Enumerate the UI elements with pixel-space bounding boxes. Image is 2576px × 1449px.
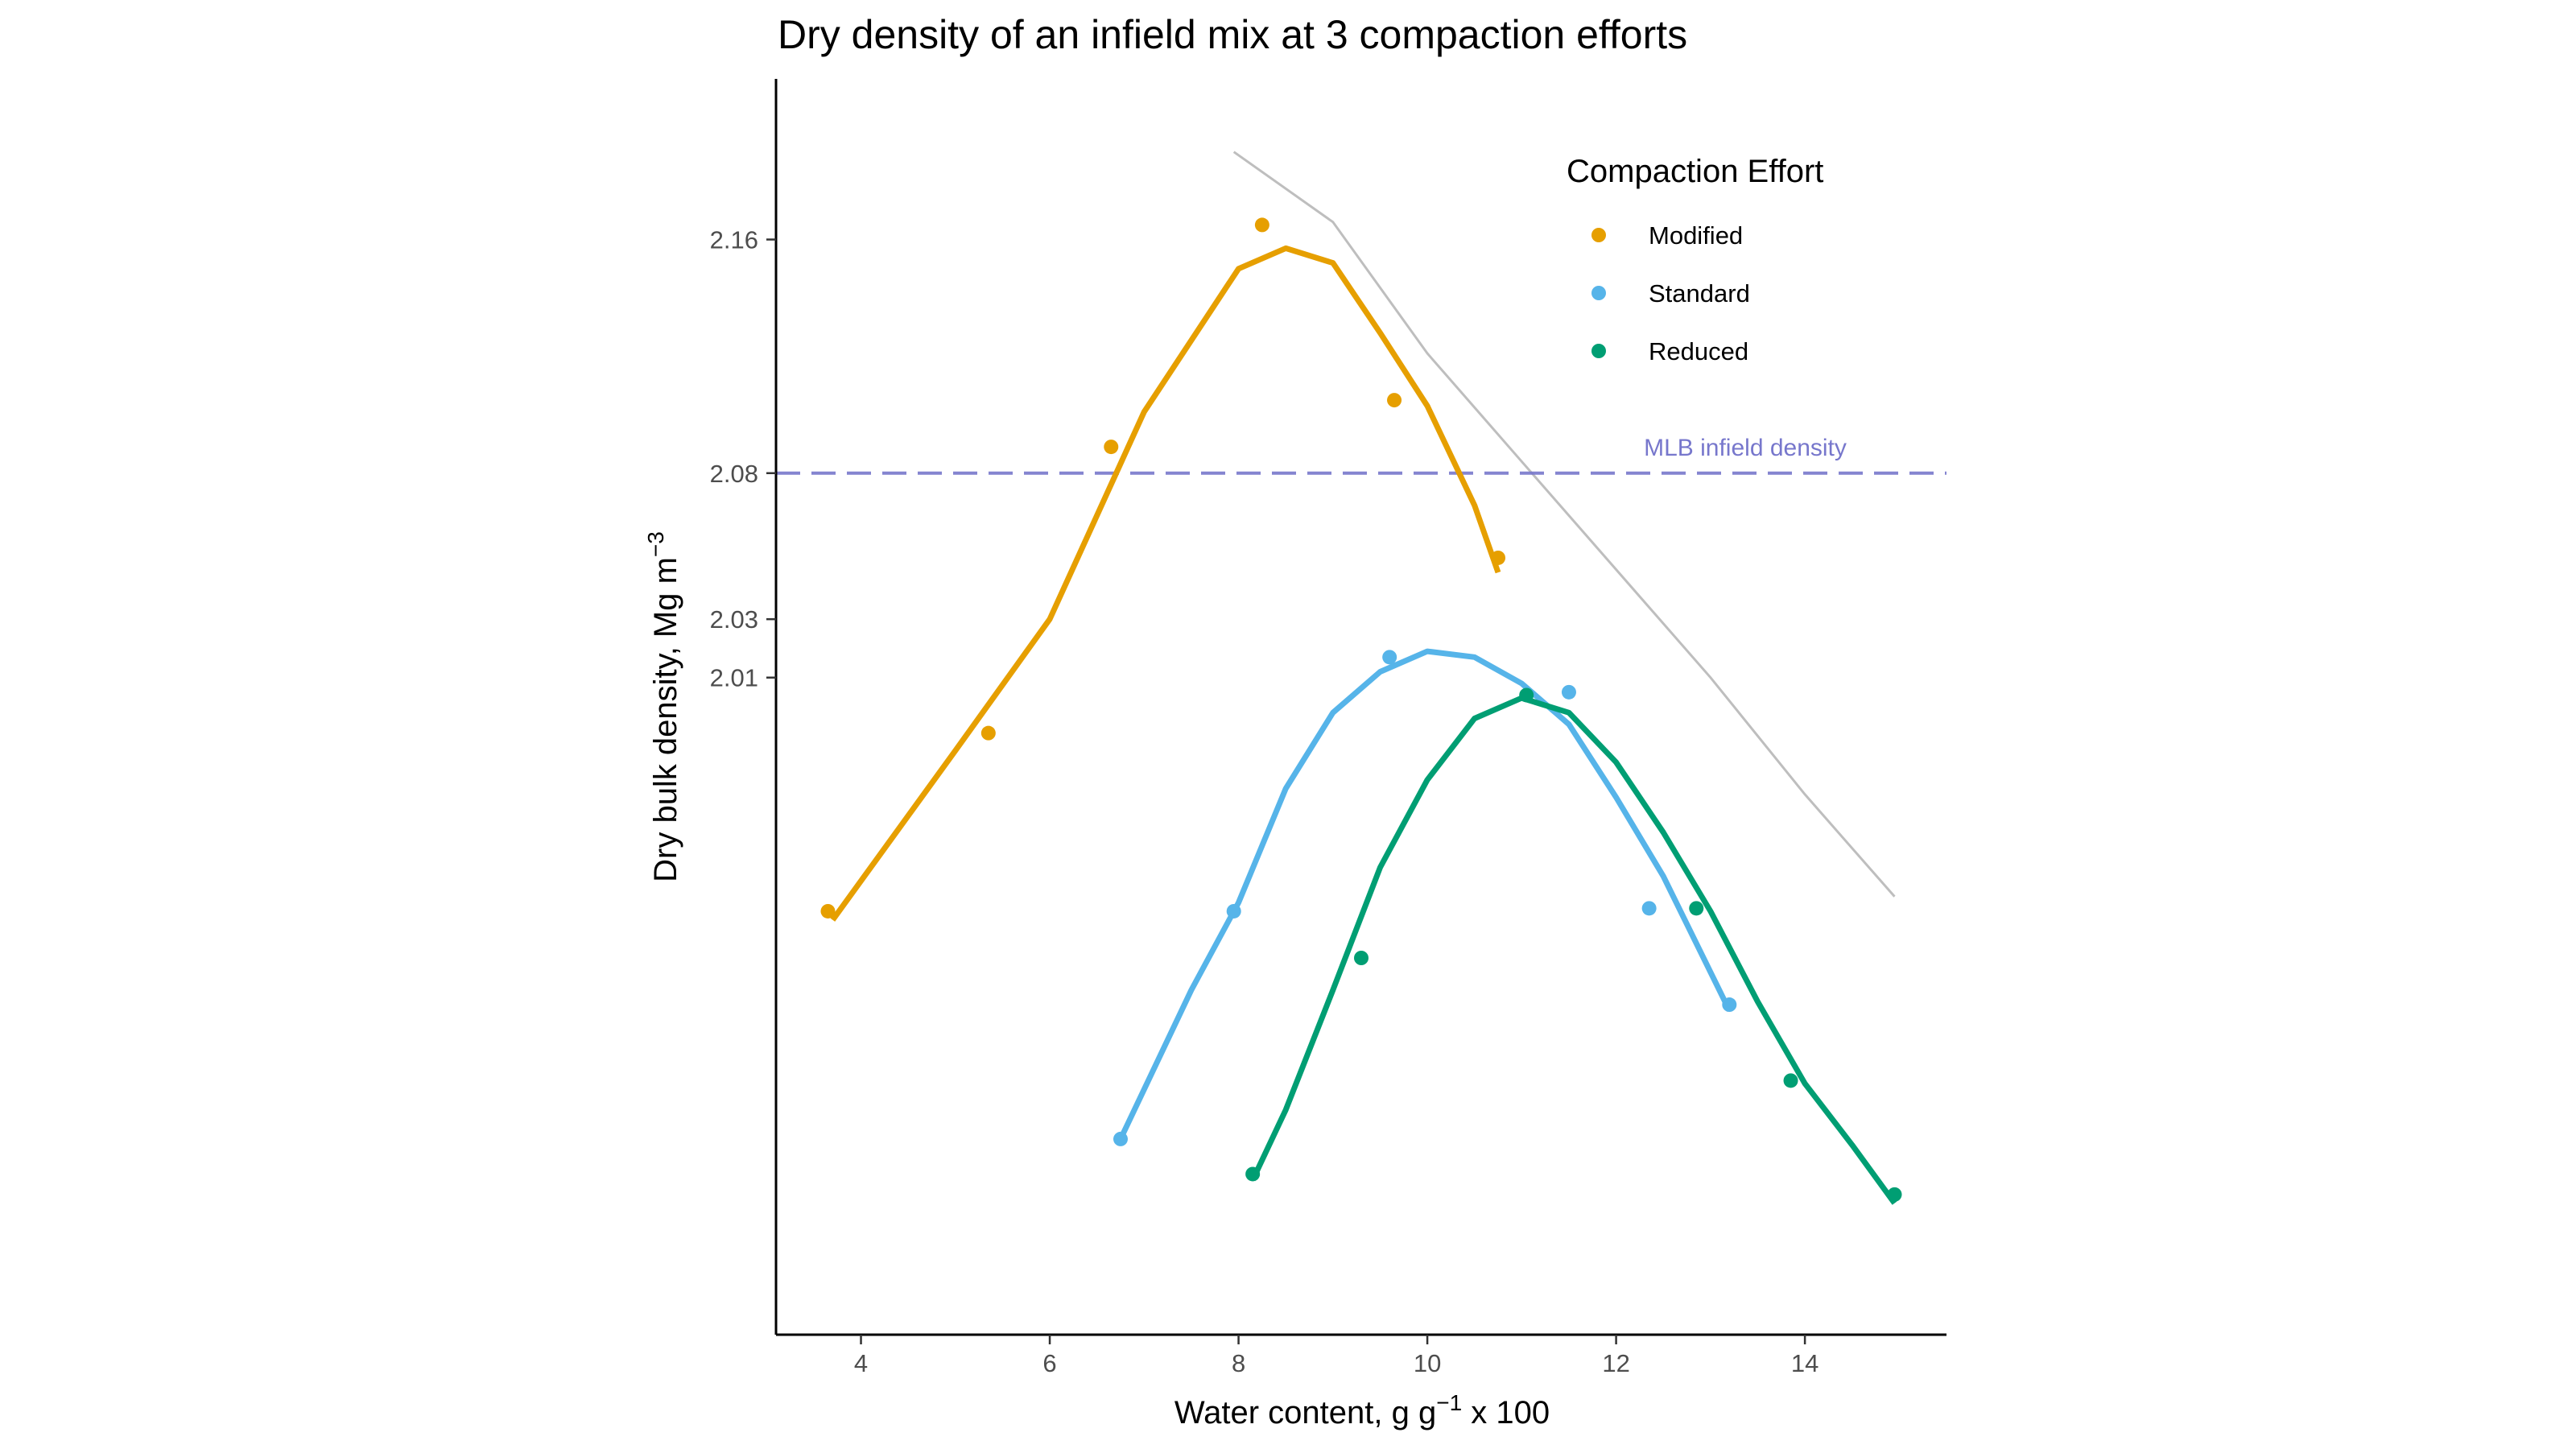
y-axis-title-main: Dry bulk density, Mg m — [648, 557, 683, 882]
chart-title: Dry density of an infield mix at 3 compa… — [778, 12, 1687, 57]
legend-label-reduced: Reduced — [1649, 337, 1748, 365]
legend-key-modified — [1591, 228, 1606, 242]
x-axis-title-superscript: −1 — [1436, 1390, 1462, 1415]
data-point-modified — [980, 725, 996, 741]
x-tick-label: 8 — [1232, 1349, 1245, 1377]
data-point-modified — [820, 903, 836, 919]
legend-key-standard — [1591, 286, 1606, 300]
x-tick-label: 12 — [1602, 1349, 1629, 1377]
x-axis-title-tail: x 100 — [1462, 1395, 1550, 1430]
x-axis-title: Water content, g g−1 x 100 — [1174, 1390, 1550, 1430]
y-axis-title: Dry bulk density, Mg m−3 — [643, 531, 683, 882]
legend-label-modified: Modified — [1649, 221, 1743, 250]
data-point-modified — [1387, 393, 1402, 408]
x-axis-title-main: Water content, g g — [1174, 1395, 1436, 1430]
data-point-standard — [1722, 997, 1737, 1013]
x-tick-label: 10 — [1414, 1349, 1441, 1377]
data-point-standard — [1561, 684, 1576, 700]
legend: Compaction Effort Modified Standard Reduce… — [1567, 154, 1823, 365]
y-axis-title-superscript: −3 — [643, 531, 668, 557]
data-point-reduced — [1519, 687, 1534, 703]
data-point-standard — [1641, 901, 1657, 916]
x-axis-ticks: 4 6 8 10 12 14 — [854, 1335, 1818, 1377]
x-tick-label: 14 — [1791, 1349, 1818, 1377]
data-point-reduced — [1245, 1166, 1261, 1182]
data-point-standard — [1226, 903, 1241, 919]
legend-items: Modified Standard Reduced — [1591, 221, 1750, 365]
data-point-standard — [1382, 650, 1397, 665]
y-tick-label: 2.01 — [710, 664, 758, 692]
fit-curve-reduced — [1250, 695, 1897, 1205]
legend-label-standard: Standard — [1649, 279, 1750, 308]
y-axis-ticks: 2.01 2.03 2.08 2.16 — [710, 226, 776, 692]
data-point-reduced — [1689, 901, 1704, 916]
data-point-reduced — [1887, 1187, 1902, 1202]
data-point-modified — [1254, 217, 1269, 233]
saturation-line — [1232, 151, 1896, 898]
x-tick-label: 6 — [1042, 1349, 1056, 1377]
data-point-reduced — [1783, 1073, 1798, 1088]
data-point-modified — [1104, 440, 1119, 455]
legend-key-reduced — [1591, 344, 1606, 358]
data-point-reduced — [1354, 951, 1368, 965]
reference-line-label: MLB infield density — [1644, 435, 1847, 461]
fit-curve-modified — [830, 245, 1501, 922]
y-tick-label: 2.16 — [710, 226, 758, 254]
data-point-standard — [1113, 1131, 1128, 1146]
x-tick-label: 4 — [854, 1349, 868, 1377]
data-point-modified — [1491, 550, 1506, 565]
y-tick-label: 2.03 — [710, 605, 758, 634]
legend-title: Compaction Effort — [1567, 154, 1823, 189]
plot-area: MLB infield density — [776, 151, 1946, 1205]
y-tick-label: 2.08 — [710, 460, 758, 488]
fit-curve-standard — [1117, 648, 1732, 1141]
